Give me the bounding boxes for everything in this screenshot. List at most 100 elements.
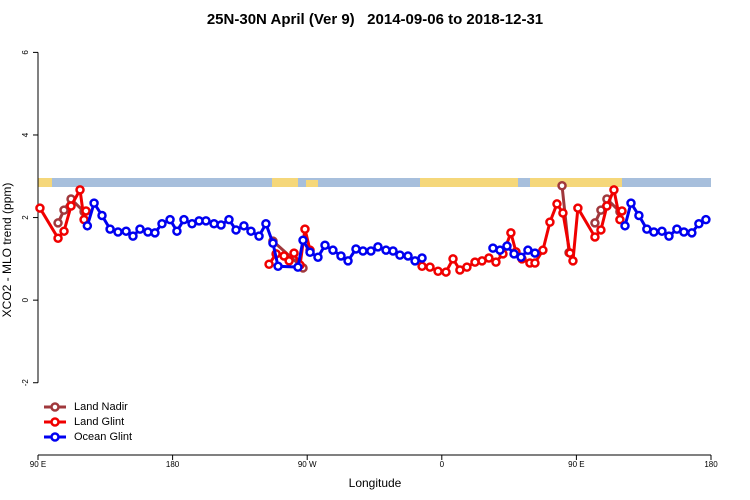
point: [388, 246, 398, 256]
point: [602, 201, 612, 211]
point: [157, 219, 167, 229]
point: [201, 216, 211, 226]
point: [590, 232, 600, 242]
point: [417, 261, 427, 272]
point: [565, 248, 575, 258]
point: [113, 227, 123, 237]
point: [305, 247, 315, 257]
x-tick-label: 180: [704, 460, 718, 469]
point: [506, 228, 516, 238]
point: [66, 201, 76, 211]
point: [491, 257, 501, 267]
point: [530, 248, 540, 258]
point: [395, 250, 405, 260]
point: [172, 226, 182, 236]
x-axis-label: Longitude: [349, 476, 402, 490]
point: [320, 240, 330, 250]
point: [657, 226, 667, 236]
legend-marker: [50, 417, 60, 427]
point: [664, 231, 674, 241]
point: [97, 210, 107, 221]
legend-label: Ocean Glint: [74, 431, 132, 443]
point: [417, 253, 427, 263]
point: [179, 214, 189, 225]
point: [35, 203, 45, 213]
point: [634, 210, 644, 221]
point: [552, 199, 562, 209]
point: [336, 251, 346, 261]
x-tick-label: 180: [166, 460, 180, 469]
point: [59, 226, 69, 236]
point: [679, 227, 689, 237]
y-tick-label: 6: [21, 50, 30, 55]
point: [538, 245, 548, 255]
point: [268, 238, 278, 248]
chart-title: 25N-30N April (Ver 9) 2014-09-06 to 2018…: [207, 11, 543, 28]
point: [121, 226, 131, 236]
point: [620, 221, 630, 231]
point: [105, 224, 115, 234]
point: [59, 205, 69, 215]
x-tick-label: 90 W: [298, 460, 317, 469]
point: [246, 226, 256, 236]
point: [615, 214, 625, 225]
point: [216, 220, 226, 230]
point: [502, 241, 512, 251]
point: [441, 267, 451, 277]
point: [298, 235, 308, 246]
point: [495, 245, 505, 255]
legend-marker: [50, 402, 60, 412]
point: [373, 242, 383, 252]
point: [573, 203, 583, 213]
point: [128, 231, 138, 241]
point: [273, 261, 283, 272]
land-ocean-band: [38, 178, 711, 187]
point: [53, 218, 63, 228]
point: [433, 266, 443, 276]
point: [254, 231, 264, 241]
point: [358, 246, 368, 256]
point: [264, 259, 274, 269]
point: [135, 224, 145, 234]
point: [75, 185, 85, 195]
point: [425, 262, 435, 272]
point: [81, 206, 91, 216]
point: [568, 256, 578, 266]
point: [530, 258, 540, 268]
point: [239, 221, 249, 231]
point: [509, 249, 519, 259]
point: [53, 233, 63, 243]
point: [284, 256, 294, 266]
point: [82, 221, 93, 231]
point: [462, 262, 472, 272]
point: [516, 252, 526, 262]
point: [701, 214, 711, 225]
point: [545, 217, 555, 227]
point: [590, 218, 600, 228]
point: [609, 185, 619, 195]
y-tick-label: 0: [21, 297, 30, 302]
legend-label: Land Glint: [74, 416, 124, 428]
y-tick-label: -2: [21, 379, 30, 387]
x-tick-label: 0: [440, 460, 445, 469]
point: [293, 262, 303, 272]
point: [313, 252, 323, 262]
point: [165, 214, 175, 225]
point: [617, 206, 627, 216]
point: [150, 228, 160, 238]
point: [484, 253, 494, 263]
x-tick-label: 90 E: [568, 460, 584, 469]
point: [261, 219, 271, 229]
point: [694, 219, 704, 229]
point: [366, 246, 376, 256]
point: [649, 227, 659, 237]
point: [328, 245, 338, 255]
point: [289, 248, 299, 258]
y-axis-label: XCO2 - MLO trend (ppm): [0, 183, 14, 318]
point: [687, 228, 697, 238]
point: [231, 225, 241, 235]
point: [557, 181, 567, 191]
legend-marker: [50, 432, 60, 442]
legend-label: Land Nadir: [74, 401, 128, 413]
